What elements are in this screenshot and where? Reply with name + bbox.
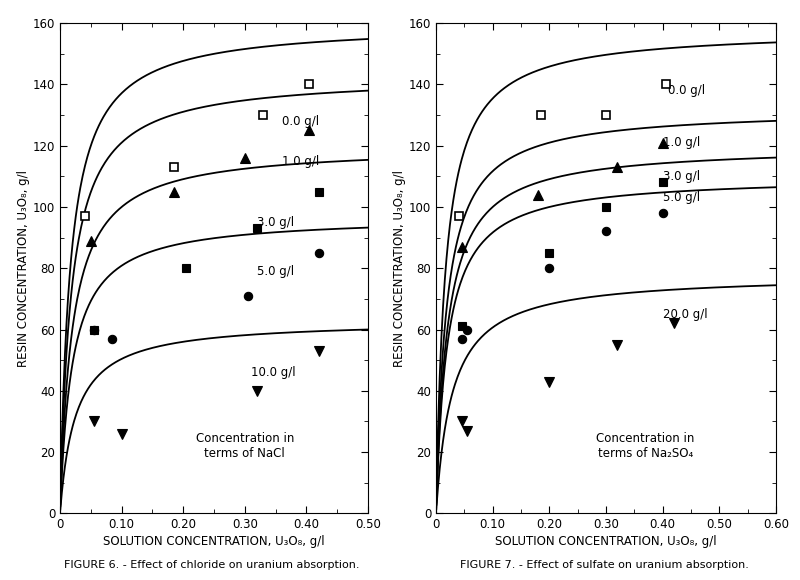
X-axis label: SOLUTION CONCENTRATION, U₃O₈, g/l: SOLUTION CONCENTRATION, U₃O₈, g/l [103, 535, 325, 548]
Text: FIGURE 6. - Effect of chloride on uranium absorption.: FIGURE 6. - Effect of chloride on uraniu… [64, 560, 360, 571]
Y-axis label: RESIN CONCENTRATION, U₃O₈, g/l: RESIN CONCENTRATION, U₃O₈, g/l [393, 170, 406, 367]
Text: 0.0 g/l: 0.0 g/l [668, 84, 706, 97]
Text: 5.0 g/l: 5.0 g/l [257, 265, 294, 278]
Text: 3.0 g/l: 3.0 g/l [257, 216, 294, 229]
Text: Concentration in
terms of NaCl: Concentration in terms of NaCl [196, 432, 294, 460]
Text: 20.0 g/l: 20.0 g/l [662, 308, 707, 321]
Text: 0.0 g/l: 0.0 g/l [282, 115, 319, 128]
Text: 5.0 g/l: 5.0 g/l [662, 191, 700, 204]
Text: Concentration in
terms of Na₂SO₄: Concentration in terms of Na₂SO₄ [597, 432, 695, 460]
Text: 10.0 g/l: 10.0 g/l [251, 366, 295, 379]
Text: 3.0 g/l: 3.0 g/l [662, 170, 700, 183]
Y-axis label: RESIN CONCENTRATION, U₃O₈, g/l: RESIN CONCENTRATION, U₃O₈, g/l [17, 170, 30, 367]
Text: 1.0 g/l: 1.0 g/l [662, 136, 700, 149]
X-axis label: SOLUTION CONCENTRATION, U₃O₈, g/l: SOLUTION CONCENTRATION, U₃O₈, g/l [495, 535, 717, 548]
Text: 1.0 g/l: 1.0 g/l [282, 154, 319, 168]
Text: FIGURE 7. - Effect of sulfate on uranium absorption.: FIGURE 7. - Effect of sulfate on uranium… [459, 560, 749, 571]
